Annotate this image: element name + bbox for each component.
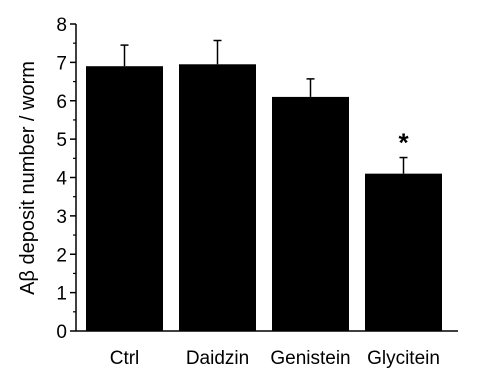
y-tick-label-7: 7 [56,53,67,74]
bar-ctrl [86,66,163,332]
bars [86,64,442,332]
y-ticks: 0 1 2 3 4 5 6 7 8 [56,15,76,343]
bar-genistein [272,96,349,331]
y-axis: 0 1 2 3 4 5 6 7 8 Aβ deposit number / worm [17,15,77,343]
y-tick-label-2: 2 [56,245,67,266]
bar-glycitein [365,173,442,331]
y-tick-label-3: 3 [56,207,67,228]
x-axis: Ctrl Daidzin Genistein Glycitein [76,330,458,369]
x-tick-label-glycitein: Glycitein [367,348,440,369]
y-tick-label-5: 5 [56,130,67,151]
x-tick-label-genistein: Genistein [270,348,350,369]
y-axis-title: Aβ deposit number / worm [17,61,39,295]
significance-marker: * [398,128,409,158]
annotations: * [398,128,409,158]
x-tick-label-ctrl: Ctrl [110,348,140,369]
bar-daidzin [179,64,256,331]
error-bars [120,39,408,174]
y-tick-label-8: 8 [56,15,67,36]
x-tick-label-daidzin: Daidzin [186,348,249,369]
x-tick-labels: Ctrl Daidzin Genistein Glycitein [110,348,440,369]
y-tick-label-4: 4 [56,169,67,190]
y-tick-label-1: 1 [56,284,67,305]
y-tick-label-6: 6 [56,92,67,113]
y-tick-label-0: 0 [56,322,67,343]
